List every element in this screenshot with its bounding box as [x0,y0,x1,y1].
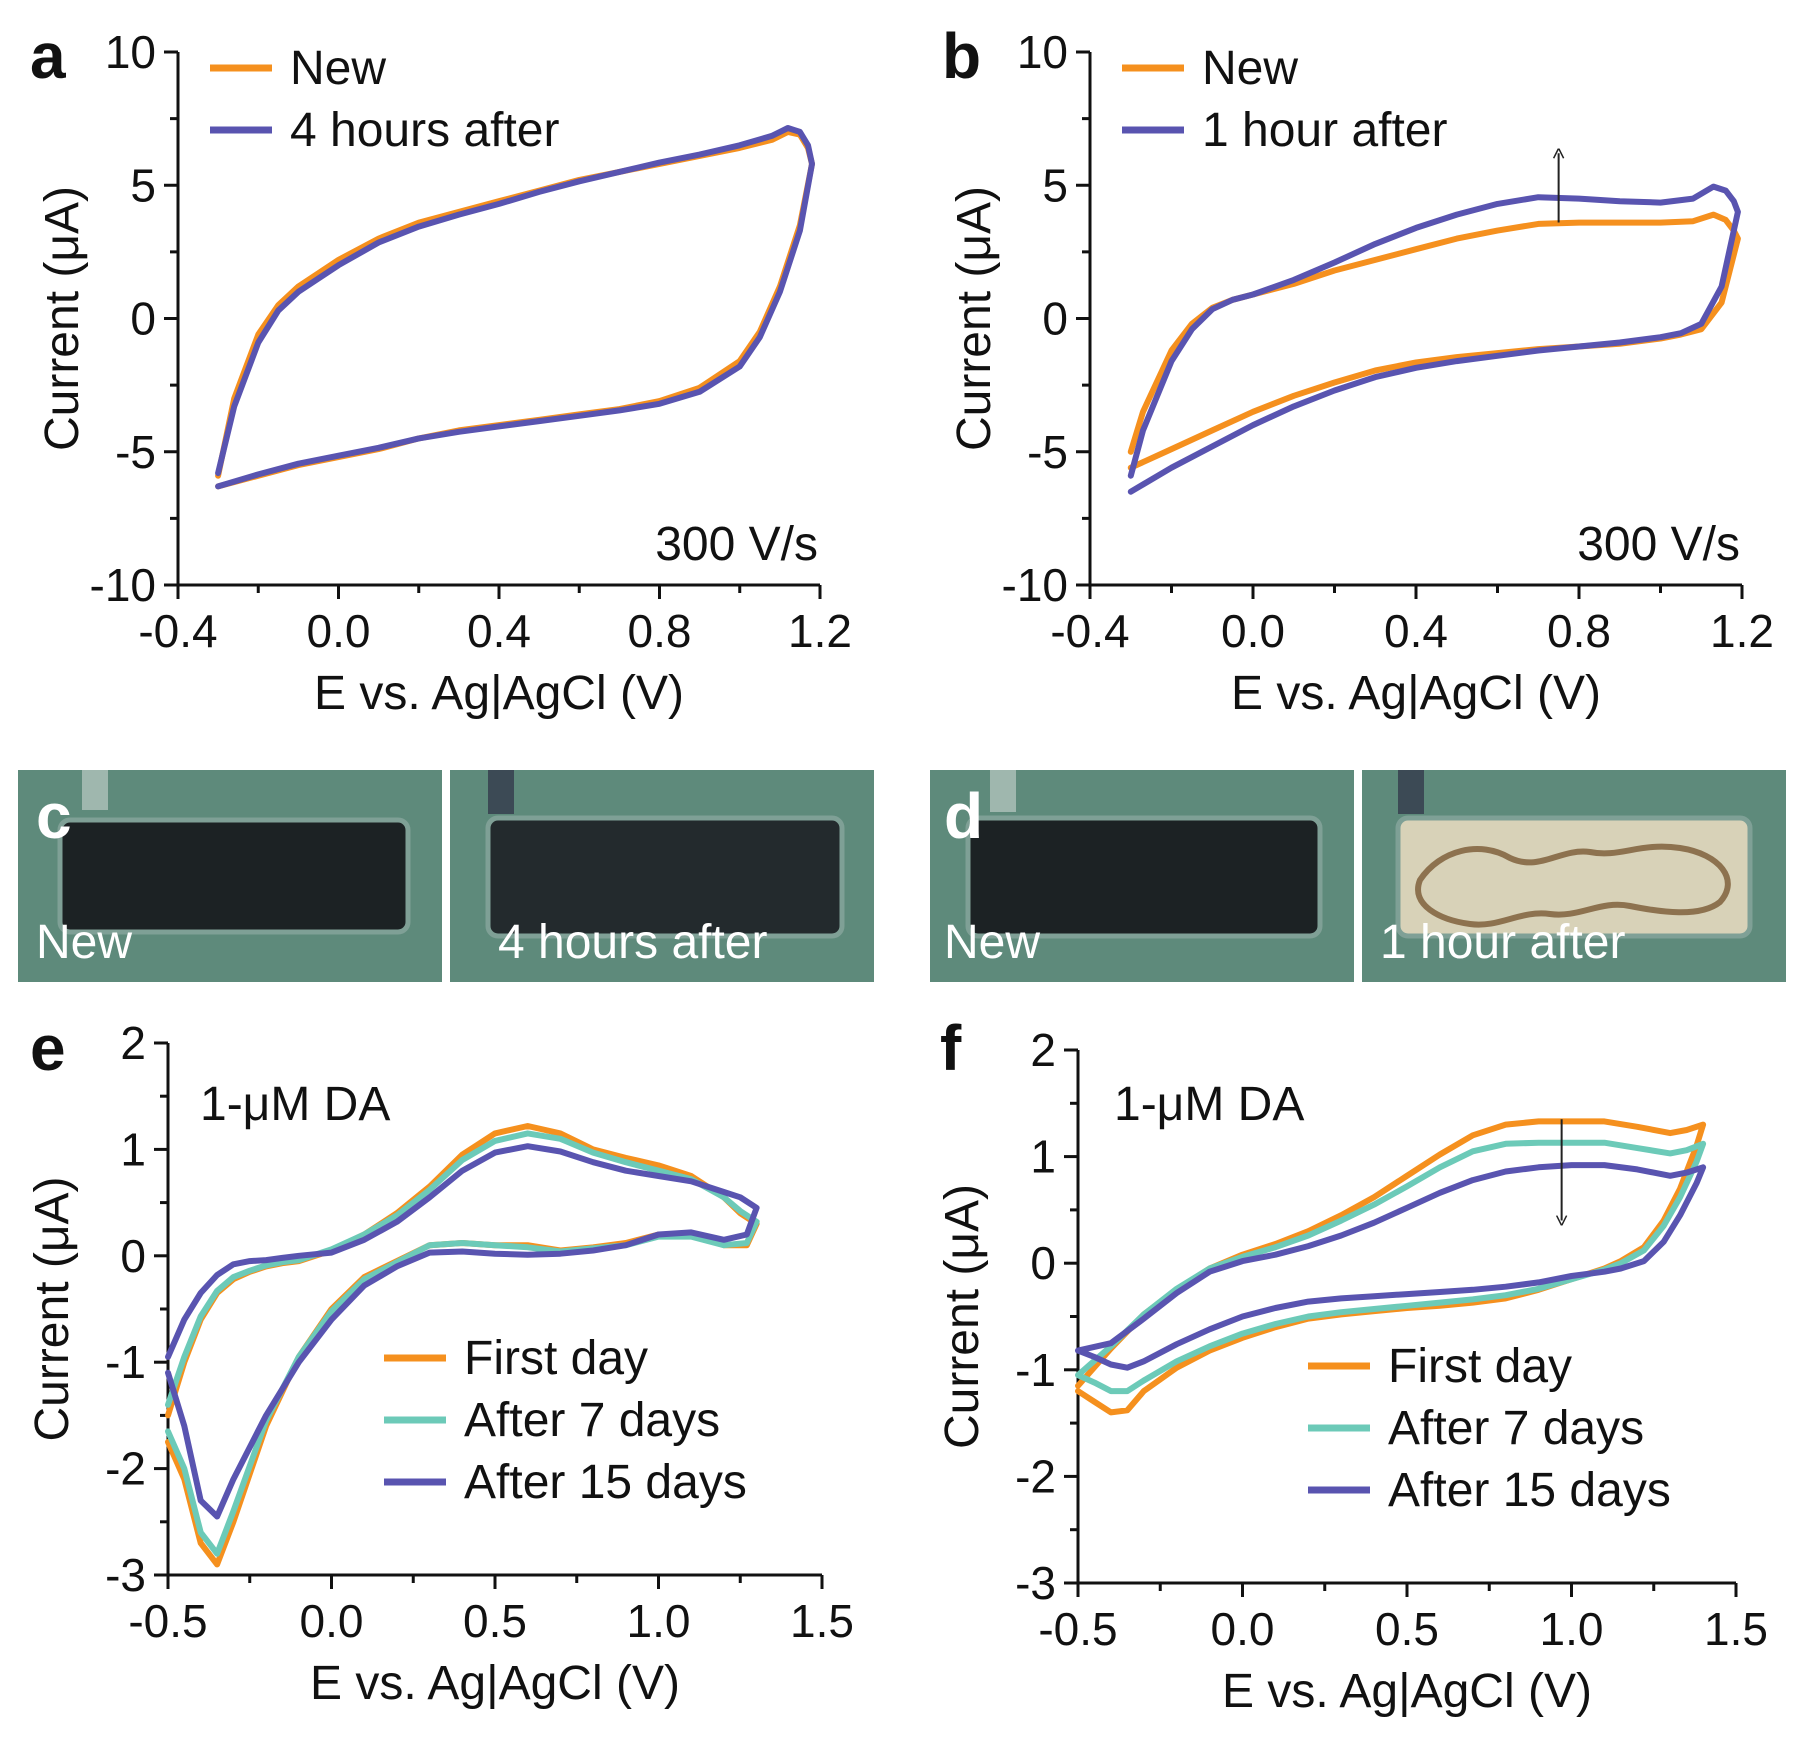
y-axis-label: Current (μA) [36,186,89,451]
panel-letter-f: f [940,1012,962,1084]
panel-f-chart: f 2 1 0 -1 -2 -3-0.5 0.0 0.5 1.0 1.5 E vs. Ag|AgCl … [936,1012,1768,1718]
series-line-4-hours-after [215,125,815,490]
photo-d-new-pad [965,815,1323,939]
series-line-after-15-days [1075,1162,1707,1371]
photo-d-after-lead [1398,770,1424,814]
y-axis-label: Current (μA) [936,1184,989,1449]
x-tick-label: 1.5 [790,1595,854,1647]
y-tick-label: 0 [130,293,156,345]
x-tick-label: 0.0 [300,1595,364,1647]
y-tick-label: 0 [1030,1237,1056,1289]
y-tick-label: -1 [1015,1344,1056,1396]
x-tick-label: 0.0 [1221,605,1285,657]
y-tick-label: -1 [105,1336,146,1388]
x-axis-label: E vs. Ag|AgCl (V) [1222,1665,1592,1718]
x-tick-label: 0.4 [467,605,531,657]
legend-label: New [1202,42,1298,95]
chart-annotation: 300 V/s [1577,518,1740,571]
panel-b-chart: b 10 5 0 -5 -10-0.4 0.0 0.4 0.8 1.2 E vs. Ag|AgCl … [942,20,1774,720]
legend-label: New [290,42,386,95]
y-tick-label: -5 [115,426,156,478]
y-tick-label: 1 [120,1123,146,1175]
photo-c-after-label: 4 hours after [498,916,768,969]
photo-c-new-label: New [36,916,132,969]
legend-label: After 7 days [1388,1402,1644,1455]
panel-letter-a: a [30,20,66,92]
legend-label: After 7 days [464,1394,720,1447]
y-tick-label: -5 [1027,426,1068,478]
x-tick-label: 1.5 [1704,1603,1768,1655]
panel-letter-c: c [36,780,72,852]
y-tick-label: 0 [1042,293,1068,345]
photo-c-new-pad [57,817,411,935]
series-line-after-7-days [1075,1139,1707,1395]
y-tick-label: -10 [90,559,156,611]
series-line-first-day [1075,1118,1707,1416]
y-tick-label: -2 [105,1443,146,1495]
x-tick-label: -0.5 [128,1595,207,1647]
series-line-1-hour-after [1127,183,1741,495]
legend-label: First day [464,1332,648,1385]
series-line-after-15-days [165,1143,760,1520]
legend-label: 1 hour after [1202,104,1448,157]
y-tick-label: -3 [1015,1557,1056,1609]
y-tick-label: 5 [1042,159,1068,211]
legend-label: First day [1388,1340,1572,1393]
legend-label: 4 hours after [290,104,560,157]
x-axis-label: E vs. Ag|AgCl (V) [314,667,684,720]
y-axis-label: Current (μA) [948,186,1001,451]
panel-a-chart: a 10 5 0 -5 -10-0.4 0.0 0.4 0.8 1.2 E vs. Ag|AgCl … [30,20,852,720]
panel-letter-b: b [942,20,981,92]
x-tick-label: 0.5 [1375,1603,1439,1655]
photo-d-new-lead [990,770,1016,812]
x-axis-label: E vs. Ag|AgCl (V) [310,1657,680,1710]
x-tick-label: 1.2 [788,605,852,657]
panel-letter-d: d [944,780,983,852]
chart-annotation: 1-μM DA [200,1078,390,1131]
photo-c-new-lead [82,770,108,810]
x-tick-label: 0.8 [628,605,692,657]
photo-d-corrosion-stain [1415,843,1731,928]
y-tick-label: 2 [1030,1024,1056,1076]
x-tick-label: 1.0 [627,1595,691,1647]
x-tick-label: -0.4 [138,605,217,657]
x-tick-label: -0.4 [1050,605,1129,657]
x-tick-label: -0.5 [1038,1603,1117,1655]
panel-c-photos: c New 4 hours after [18,770,874,982]
legend-label: After 15 days [464,1456,747,1509]
y-tick-label: 2 [120,1017,146,1069]
x-axis-label: E vs. Ag|AgCl (V) [1231,667,1601,720]
series-line-after-7-days [165,1130,760,1557]
photo-d-after-label: 1 hour after [1380,916,1626,969]
panel-letter-e: e [30,1012,66,1084]
y-tick-label: -10 [1002,559,1068,611]
photo-d-new-label: New [944,916,1040,969]
x-tick-label: 0.5 [463,1595,527,1647]
x-tick-label: 0.0 [307,605,371,657]
panel-e-chart: e 2 1 0 -1 -2 -3-0.5 0.0 0.5 1.0 1.5 E vs. Ag|AgCl … [26,1012,854,1710]
x-tick-label: 1.2 [1710,605,1774,657]
y-tick-label: -2 [1015,1450,1056,1502]
x-tick-label: 0.4 [1384,605,1448,657]
x-tick-label: 0.0 [1211,1603,1275,1655]
y-tick-label: 5 [130,159,156,211]
chart-annotation: 1-μM DA [1114,1078,1304,1131]
x-tick-label: 1.0 [1540,1603,1604,1655]
y-tick-label: 0 [120,1230,146,1282]
y-tick-label: -3 [105,1549,146,1601]
photo-c-after-lead [488,770,514,814]
legend-label: After 15 days [1388,1464,1671,1517]
y-tick-label: 10 [1017,26,1068,78]
photo-c-after-pad [485,815,845,939]
y-tick-label: 10 [105,26,156,78]
y-axis-label: Current (μA) [26,1176,79,1441]
y-tick-label: 1 [1030,1131,1056,1183]
panel-d-photos: d New 1 hour after [930,770,1786,982]
chart-annotation: 300 V/s [655,518,818,571]
series-line-new [215,128,815,490]
x-tick-label: 0.8 [1547,605,1611,657]
